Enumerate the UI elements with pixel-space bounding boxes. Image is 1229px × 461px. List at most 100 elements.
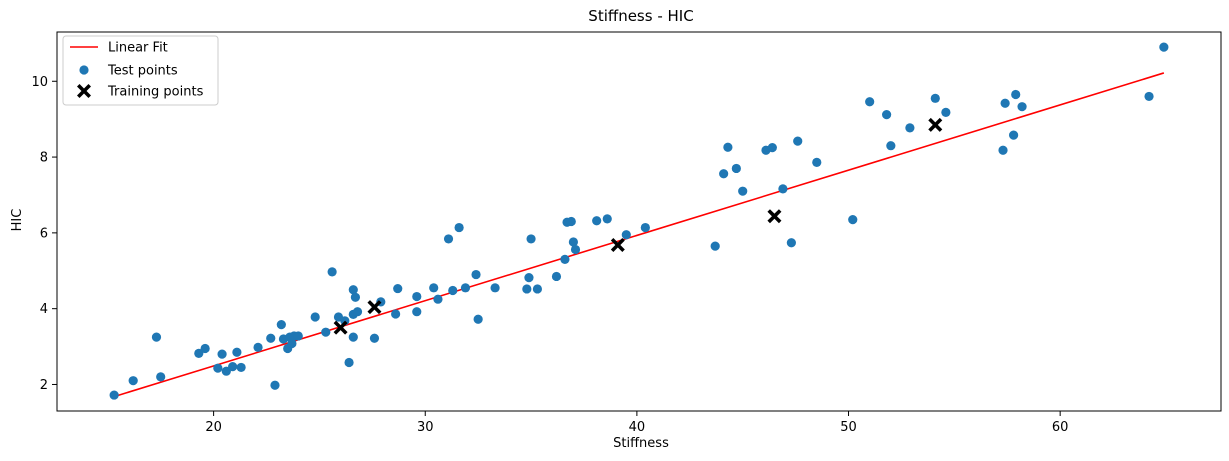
- test-point: [321, 327, 331, 337]
- test-point: [460, 283, 471, 293]
- test-point: [1000, 98, 1010, 108]
- test-point: [592, 216, 602, 226]
- y-tick-label: 8: [40, 151, 48, 166]
- y-tick-label: 10: [31, 75, 48, 90]
- test-point: [738, 186, 748, 196]
- test-point: [194, 348, 204, 358]
- test-point: [213, 363, 223, 373]
- test-point: [522, 284, 532, 294]
- test-point: [200, 343, 210, 354]
- legend: Linear Fit Test points Training points: [62, 35, 219, 106]
- test-point: [621, 230, 631, 240]
- test-point: [570, 244, 581, 255]
- legend-label: Test points: [107, 64, 178, 79]
- test-point: [348, 285, 358, 295]
- test-point: [473, 314, 483, 324]
- test-point: [1144, 91, 1154, 102]
- test-point: [471, 269, 481, 280]
- plot-frame: [56, 31, 1222, 412]
- test-point: [526, 234, 536, 244]
- test-point: [327, 267, 337, 277]
- test-point: [454, 222, 464, 233]
- test-point: [882, 110, 892, 120]
- test-point: [551, 271, 562, 282]
- test-point: [276, 319, 286, 330]
- training-point: [610, 237, 625, 252]
- test-point: [348, 332, 358, 342]
- test-point: [151, 332, 162, 342]
- y-tick-label: 4: [40, 302, 48, 317]
- test-point: [217, 349, 227, 359]
- x-tick-label: 30: [417, 420, 434, 435]
- test-point: [369, 333, 380, 343]
- training-point: [928, 117, 943, 132]
- training-point: [367, 300, 382, 315]
- x-axis: 20 30 40 50 60: [205, 411, 1068, 435]
- test-point: [429, 283, 439, 293]
- legend-label: Linear Fit: [108, 41, 168, 56]
- x-axis-label: Stiffness: [613, 436, 669, 451]
- test-point: [232, 347, 242, 357]
- y-tick-label: 6: [40, 226, 48, 241]
- test-point: [448, 285, 458, 296]
- plot-area: [56, 31, 1222, 412]
- test-point: [490, 283, 500, 293]
- test-point: [786, 238, 796, 248]
- test-point: [266, 333, 276, 343]
- test-point: [412, 291, 422, 302]
- test-point: [848, 215, 858, 225]
- y-axis: 2 4 6 8 10: [31, 75, 57, 393]
- test-point: [310, 312, 320, 322]
- test-point: [352, 307, 363, 317]
- test-point: [128, 376, 138, 386]
- test-point: [719, 169, 729, 179]
- test-point: [865, 97, 875, 107]
- test-point: [560, 254, 570, 264]
- test-point: [710, 241, 720, 251]
- y-tick-label: 2: [40, 378, 48, 393]
- test-point: [412, 307, 422, 317]
- x-tick-label: 60: [1052, 420, 1069, 435]
- legend-circle-swatch: [79, 65, 89, 75]
- y-axis-label: HIC: [10, 209, 25, 232]
- test-point: [998, 145, 1008, 155]
- test-point: [767, 142, 777, 153]
- test-point: [723, 142, 733, 152]
- test-point: [221, 366, 231, 376]
- training-point: [767, 209, 782, 224]
- test-point: [568, 237, 578, 247]
- legend-label: Training points: [107, 85, 204, 100]
- test-point: [640, 222, 650, 233]
- test-point: [156, 372, 166, 382]
- legend-box: [62, 35, 219, 106]
- test-point: [812, 157, 822, 167]
- test-point: [793, 136, 803, 146]
- test-point: [393, 283, 403, 294]
- test-point: [236, 362, 246, 373]
- test-point: [287, 338, 297, 349]
- test-point: [109, 390, 119, 400]
- test-point: [1008, 130, 1019, 140]
- test-point: [566, 216, 576, 227]
- x-tick-label: 20: [205, 420, 222, 435]
- test-point: [886, 141, 896, 151]
- test-point: [344, 357, 354, 368]
- test-point: [905, 123, 915, 133]
- training-point: [333, 320, 348, 335]
- test-point: [778, 184, 788, 194]
- test-point: [228, 362, 238, 372]
- test-point: [524, 272, 534, 283]
- test-point: [1017, 102, 1027, 112]
- x-tick-label: 40: [629, 420, 646, 435]
- test-point: [930, 93, 940, 103]
- linear-fit-line: [113, 72, 1165, 398]
- test-point: [1011, 89, 1021, 100]
- test-point: [1159, 42, 1169, 52]
- test-point: [293, 331, 303, 341]
- test-point: [270, 380, 280, 390]
- x-tick-label: 50: [840, 420, 857, 435]
- test-point: [532, 284, 543, 294]
- test-point: [350, 292, 361, 302]
- legend-x-swatch: [77, 84, 91, 98]
